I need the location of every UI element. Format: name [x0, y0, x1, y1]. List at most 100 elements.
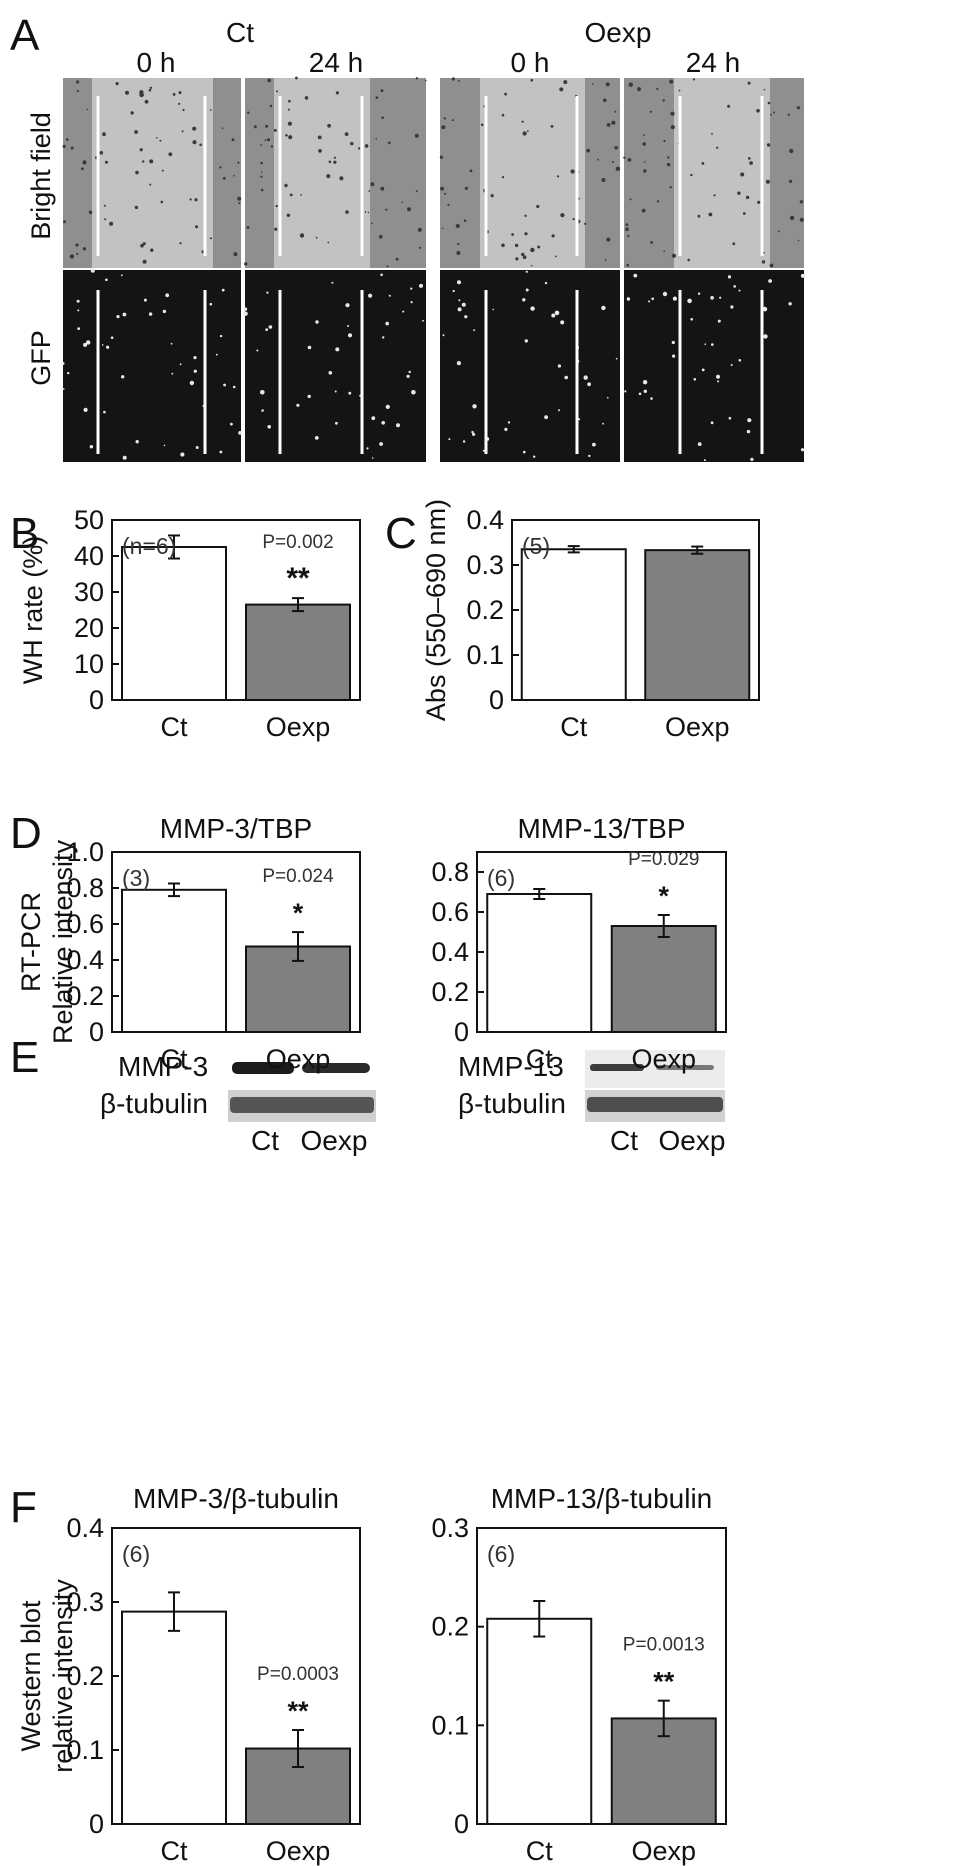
cell-dot	[156, 137, 158, 139]
cell-dot	[300, 194, 302, 196]
cell-dot	[345, 210, 349, 214]
plot-frame	[111, 519, 361, 701]
cell-dot	[797, 239, 800, 242]
cell-dot	[172, 93, 176, 96]
cell-dot	[687, 258, 690, 262]
cell-dot	[375, 96, 379, 99]
cell-dot	[289, 193, 293, 197]
cell-dot	[269, 104, 273, 108]
cell-dot	[333, 156, 336, 159]
cell-dot	[670, 111, 675, 116]
gfp-cell-dot	[256, 349, 259, 352]
x-tick-label: Ct	[560, 712, 587, 742]
cell-dot	[742, 212, 746, 215]
gfp-cell-dot	[687, 298, 692, 304]
y-axis-label: WH rate (%)	[18, 536, 48, 685]
gfp-cell-dot	[334, 390, 337, 393]
cell-dot	[264, 139, 267, 142]
cell-dot	[267, 138, 270, 142]
gfp-cell-dot	[382, 336, 385, 339]
gfp-cell-dot	[268, 325, 273, 329]
cell-dot	[135, 170, 139, 175]
gfp-cell-dot	[788, 302, 792, 306]
bar-ct	[121, 546, 227, 701]
time-label-oexp-0h: 0 h	[511, 47, 550, 78]
cell-dot	[219, 166, 222, 169]
p-value-label: P=0.0013	[623, 1635, 705, 1656]
gfp-cell-dot	[62, 388, 65, 390]
gfp-cell-dot	[690, 318, 693, 321]
x-tick-label: Ct	[526, 1044, 553, 1074]
gfp-cell-dot	[135, 440, 139, 444]
cell-dot	[611, 161, 614, 163]
gfp-cell-dot	[315, 320, 319, 324]
gfp-cell-dot	[738, 289, 741, 292]
cell-dot	[592, 83, 594, 85]
cell-dot	[748, 157, 751, 160]
cell-dot	[142, 259, 147, 264]
chart-title: MMP-13/β-tubulin	[491, 1483, 713, 1514]
gfp-cell-dot	[800, 273, 805, 278]
gfp-cell-dot	[554, 310, 560, 316]
cell-dot	[690, 173, 693, 177]
cell-dot	[318, 149, 322, 153]
gfp-cell-dot	[366, 447, 369, 450]
cell-dot	[379, 234, 383, 239]
cell-region	[213, 78, 241, 268]
cell-dot	[601, 178, 606, 182]
cell-dot	[424, 79, 427, 82]
y-tick-label: 0.6	[66, 909, 104, 939]
cell-dot	[328, 160, 332, 164]
cell-dot	[195, 225, 199, 229]
gfp-cell-dot	[265, 328, 269, 331]
cell-dot	[286, 213, 291, 217]
cell-dot	[663, 250, 665, 252]
cell-region	[585, 78, 620, 268]
chart-title: MMP-3/β-tubulin	[133, 1483, 339, 1514]
cell-dot	[231, 138, 235, 142]
y-tick-label: 0.1	[466, 640, 504, 670]
gfp-cell-dot	[335, 421, 338, 425]
gfp-cell-dot	[633, 273, 638, 278]
gfp-cell-dot	[717, 319, 721, 323]
gfp-cell-dot	[551, 313, 556, 318]
gfp-cell-dot	[170, 342, 173, 345]
cell-dot	[75, 243, 79, 247]
cell-dot	[727, 104, 731, 108]
plot-frame	[111, 851, 361, 1033]
bar-oexp	[644, 549, 751, 702]
cell-dot	[745, 195, 750, 200]
cell-dot	[295, 76, 298, 80]
row-label-gfp: GFP	[26, 330, 56, 386]
gfp-cell-dot	[348, 391, 352, 395]
gfp-cell-dot	[165, 293, 170, 298]
sample-size-label: (n=6)	[122, 533, 176, 559]
panel-b-label: B	[10, 509, 39, 558]
cell-dot	[560, 213, 565, 218]
significance-marker: **	[287, 1696, 309, 1726]
cell-dot	[615, 166, 621, 171]
cell-dot	[168, 152, 173, 157]
gfp-cell-dot	[626, 297, 631, 301]
gfp-cell-dot	[162, 309, 167, 314]
cell-dot	[419, 246, 422, 249]
cell-dot	[368, 190, 371, 192]
cell-dot	[623, 156, 626, 159]
gfp-cell-dot	[558, 409, 560, 412]
cell-dot	[237, 196, 242, 201]
cell-dot	[104, 160, 108, 164]
cell-dot	[524, 232, 528, 236]
cell-dot	[777, 230, 780, 233]
cell-dot	[501, 113, 505, 117]
cell-dot	[299, 233, 305, 238]
gfp-cell-dot	[525, 288, 529, 292]
gfp-cell-dot	[703, 459, 706, 462]
gfp-cell-dot	[314, 436, 319, 440]
cell-dot	[148, 88, 152, 92]
gfp-cell-dot	[587, 382, 591, 387]
gfp-cell-dot	[671, 340, 675, 345]
cell-dot	[669, 186, 672, 189]
cell-dot	[287, 121, 292, 126]
gfp-cell-dot	[267, 425, 272, 429]
gfp-cell-dot	[385, 404, 390, 409]
